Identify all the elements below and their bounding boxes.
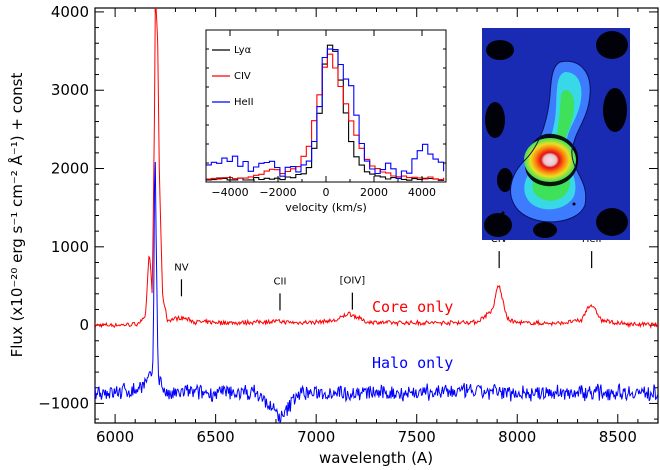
legend-label-lya: Lyα bbox=[234, 45, 252, 56]
inset-axis-ticks: −4000 −2000 0 2000 4000 bbox=[206, 30, 447, 199]
inset-series-civ bbox=[206, 53, 445, 181]
y-tick-label: 4000 bbox=[51, 3, 89, 21]
inset-x-tick-label: −2000 bbox=[259, 186, 296, 199]
x-tick-label: 8000 bbox=[498, 428, 536, 446]
x-tick-label: 8500 bbox=[599, 428, 637, 446]
inset-series-heii bbox=[206, 48, 445, 179]
inset-x-axis-title: velocity (km/s) bbox=[285, 201, 367, 214]
line-label: CII bbox=[274, 276, 287, 287]
inset-x-tick-label: −4000 bbox=[211, 186, 248, 199]
y-tick-label: 3000 bbox=[51, 81, 89, 99]
inset-legend: Lyα CIV HeII bbox=[212, 45, 254, 108]
y-tick-label: 2000 bbox=[51, 160, 89, 178]
inset-x-tick-label: 4000 bbox=[408, 186, 436, 199]
series-label-halo: Halo only bbox=[372, 354, 453, 372]
halo-emission-map bbox=[482, 28, 630, 240]
legend-label-civ: CIV bbox=[234, 71, 251, 82]
x-tick-label: 7000 bbox=[297, 428, 335, 446]
series-label-core: Core only bbox=[372, 298, 453, 316]
inset-x-tick-label: 2000 bbox=[360, 186, 388, 199]
x-axis-title: wavelength (A) bbox=[319, 449, 433, 467]
y-tick-label: 1000 bbox=[51, 238, 89, 256]
y-axis-title: Flux (x10⁻²⁰ erg s⁻¹ cm⁻² Å⁻¹) + const bbox=[7, 73, 26, 358]
main-axis-ticks: 6000 6500 7000 7500 8000 8500 −1000 0 1000 2000 30… bbox=[38, 3, 658, 446]
line-label: NV bbox=[174, 262, 188, 273]
y-tick-label: −1000 bbox=[38, 394, 89, 412]
line-label: [OIV] bbox=[340, 276, 366, 287]
inset-background bbox=[206, 30, 446, 182]
x-tick-label: 6500 bbox=[197, 428, 235, 446]
x-tick-label: 6000 bbox=[96, 428, 134, 446]
inset-x-tick-label: 0 bbox=[323, 186, 330, 199]
series-line-halo bbox=[95, 161, 658, 423]
y-tick-label: 0 bbox=[79, 316, 89, 334]
x-tick-label: 7500 bbox=[398, 428, 436, 446]
legend-label-heii: HeII bbox=[234, 97, 254, 108]
inset-series-group bbox=[206, 44, 445, 181]
main-series-group bbox=[95, 8, 658, 423]
series-line-core bbox=[95, 8, 658, 329]
